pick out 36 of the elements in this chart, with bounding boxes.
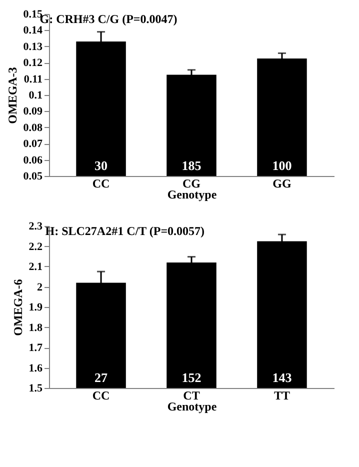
y-axis-title: OMEGA-3 <box>5 67 20 124</box>
x-tick-label: CG <box>182 176 200 190</box>
y-axis-title: OMEGA-6 <box>10 279 25 336</box>
y-tick-label: 2.2 <box>28 240 43 253</box>
x-axis-title: Genotype <box>167 188 218 202</box>
annotation: 30 <box>94 158 108 173</box>
annotation: 27 <box>94 370 108 385</box>
y-tick-label: 2 <box>37 281 43 294</box>
y-tick-label: 2.1 <box>28 261 42 273</box>
y-tick-label: 0.11 <box>24 73 42 86</box>
annotation: 185 <box>182 158 202 173</box>
y-tick-label: 0.13 <box>23 40 43 53</box>
x-tick-label: GG <box>272 176 292 190</box>
x-axis-title: Genotype <box>167 400 218 414</box>
y-tick-label: 0.1 <box>28 90 42 102</box>
y-tick-label: 0.08 <box>23 122 43 134</box>
y-tick-label: 0.05 <box>23 170 43 182</box>
x-tick-label: TT <box>274 388 290 402</box>
x-tick-label: CT <box>183 388 200 402</box>
y-tick-label: 1.7 <box>28 342 43 354</box>
y-tick-label: 0.06 <box>23 154 43 166</box>
annotation: 152 <box>182 370 202 385</box>
y-tick-label: 1.6 <box>28 362 43 374</box>
y-tick-label: 1.8 <box>28 322 43 334</box>
y-tick-label: 2.3 <box>28 220 43 232</box>
x-tick-label: CC <box>92 388 110 402</box>
y-tick-label: 0.09 <box>23 106 43 118</box>
annotation: 143 <box>272 370 292 385</box>
x-tick-label: CC <box>92 176 110 190</box>
chart-title: H: SLC27A2#1 C/T (P=0.0057) <box>45 224 205 238</box>
y-tick-label: 0.14 <box>23 24 43 37</box>
y-tick-label: 0.12 <box>23 57 43 70</box>
y-tick-label: 1.5 <box>28 382 43 394</box>
annotation: 100 <box>272 158 292 173</box>
y-tick-label: 1.9 <box>28 302 43 314</box>
y-tick-label: 0.07 <box>23 138 43 150</box>
